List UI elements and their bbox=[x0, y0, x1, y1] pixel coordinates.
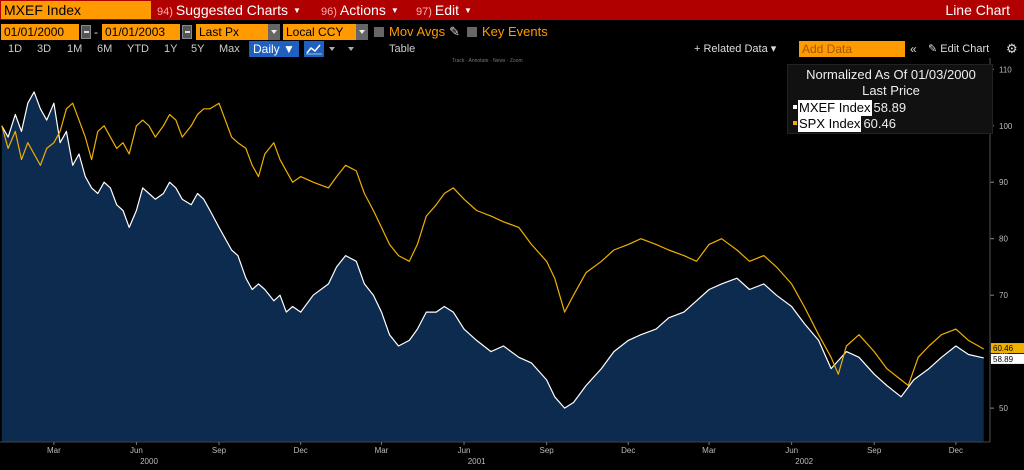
period-max[interactable]: Max bbox=[219, 43, 240, 55]
series-line-spx bbox=[1, 102, 984, 387]
mov-avgs-toggle[interactable]: Mov Avgs ✎ bbox=[374, 24, 460, 40]
caret-down-icon: ▼ bbox=[390, 6, 399, 16]
end-date-input[interactable]: 01/01/2003 bbox=[102, 24, 180, 40]
double-chevron-left-icon[interactable]: « bbox=[910, 42, 917, 56]
menu-label: Actions bbox=[339, 2, 386, 18]
start-date-input[interactable]: 01/01/2000 bbox=[1, 24, 79, 40]
legend[interactable]: Normalized As Of 01/03/2000 Last Price M… bbox=[787, 64, 993, 134]
x-year-label: 2001 bbox=[468, 457, 486, 466]
series-swatch-icon bbox=[793, 105, 797, 109]
chart-style-dropdown-icon[interactable] bbox=[327, 41, 337, 57]
more-options-dropdown-icon[interactable] bbox=[346, 41, 356, 57]
suggested-charts-menu[interactable]: 94) Suggested Charts ▼ bbox=[157, 0, 301, 20]
x-tick-label: Jun bbox=[458, 446, 471, 455]
chart-type-title: Line Chart bbox=[945, 2, 1010, 18]
y-tick-label: 80 bbox=[999, 235, 1008, 244]
x-year-label: 2000 bbox=[140, 457, 158, 466]
chart-tool-strip[interactable]: Track · Annotate · News · Zoom bbox=[452, 58, 523, 64]
currency-select[interactable]: Local CCY bbox=[283, 24, 357, 40]
last-value-badge-mxef bbox=[991, 353, 1024, 364]
edit-menu[interactable]: 97) Edit ▼ bbox=[416, 0, 472, 20]
end-date-calendar-button[interactable] bbox=[182, 25, 192, 39]
last-value-label-spx: 60.46 bbox=[993, 344, 1014, 353]
y-tick-label: 100 bbox=[999, 122, 1013, 131]
x-tick-label: Mar bbox=[702, 446, 716, 455]
x-year-label: 2002 bbox=[795, 457, 813, 466]
period-1m[interactable]: 1M bbox=[67, 43, 83, 55]
y-tick-label: 110 bbox=[999, 65, 1012, 74]
menu-number: 96) bbox=[321, 6, 337, 18]
last-value-labels: 60.46 58.89 bbox=[991, 343, 1024, 364]
x-tick-label: Sep bbox=[539, 446, 554, 455]
last-value-badge-spx bbox=[991, 343, 1024, 354]
field-select[interactable]: Last Px bbox=[196, 24, 278, 40]
legend-entry-spx[interactable]: SPX Index 60.46 bbox=[793, 116, 896, 132]
pencil-icon: ✎ bbox=[449, 24, 461, 39]
line-chart-icon bbox=[306, 44, 322, 55]
ticker-input[interactable]: MXEF Index bbox=[1, 1, 151, 19]
legend-title: Normalized As Of 01/03/2000 bbox=[806, 67, 976, 82]
y-tick-label: 90 bbox=[999, 178, 1008, 187]
caret-down-icon: ▼ bbox=[464, 6, 472, 16]
currency-dropdown-icon[interactable] bbox=[356, 24, 368, 40]
related-data-button[interactable]: + Related Data ▾ bbox=[694, 43, 777, 55]
series-fill-mxef bbox=[1, 91, 984, 443]
last-value-label-mxef: 58.89 bbox=[993, 355, 1014, 364]
date-range-dash: - bbox=[94, 25, 98, 39]
series-swatch-icon bbox=[793, 121, 797, 125]
y-tick-label: 70 bbox=[999, 291, 1008, 300]
legend-subtitle: Last Price bbox=[862, 83, 920, 98]
line-chart-style-button[interactable] bbox=[304, 41, 324, 57]
y-tick-label: 50 bbox=[999, 404, 1008, 413]
add-data-input[interactable]: Add Data bbox=[799, 41, 905, 57]
caret-down-icon: ▼ bbox=[292, 6, 301, 16]
x-axis: Mar Jun Sep Dec Mar Jun Sep Dec Mar Jun Sep Dec 2000… bbox=[0, 441, 990, 466]
legend-series-value: 60.46 bbox=[863, 116, 896, 131]
table-button[interactable]: Table bbox=[389, 43, 416, 55]
edit-chart-button[interactable]: ✎ Edit Chart bbox=[928, 43, 990, 55]
x-tick-label: Jun bbox=[785, 446, 798, 455]
menu-number: 97) bbox=[416, 6, 432, 18]
x-tick-label: Jun bbox=[130, 446, 143, 455]
x-tick-label: Sep bbox=[867, 446, 882, 455]
checkbox-icon bbox=[374, 27, 384, 37]
period-3d[interactable]: 3D bbox=[37, 43, 52, 55]
actions-menu[interactable]: 96) Actions ▼ bbox=[321, 0, 399, 20]
x-tick-label: Dec bbox=[949, 446, 963, 455]
x-tick-label: Mar bbox=[375, 446, 389, 455]
field-dropdown-icon[interactable] bbox=[268, 24, 280, 40]
start-date-calendar-button[interactable] bbox=[81, 25, 91, 39]
legend-entry-mxef[interactable]: MXEF Index 58.89 bbox=[793, 100, 906, 116]
x-tick-label: Mar bbox=[47, 446, 61, 455]
checkbox-icon bbox=[467, 27, 477, 37]
x-tick-label: Dec bbox=[294, 446, 308, 455]
key-events-toggle[interactable]: Key Events bbox=[467, 24, 548, 40]
series-area bbox=[1, 91, 984, 443]
legend-series-value: 58.89 bbox=[873, 100, 907, 115]
series-lines bbox=[1, 91, 984, 409]
key-events-label: Key Events bbox=[482, 24, 548, 39]
top-menu-bar: MXEF Index 94) Suggested Charts ▼ 96) Actio… bbox=[0, 0, 1024, 20]
period-1d[interactable]: 1D bbox=[8, 43, 23, 55]
menu-label: Suggested Charts bbox=[175, 2, 288, 18]
gear-icon[interactable]: ⚙ bbox=[1006, 41, 1018, 56]
period-6m[interactable]: 6M bbox=[97, 43, 113, 55]
y-axis: 5060708090100110 bbox=[989, 58, 1013, 442]
x-tick-label: Dec bbox=[621, 446, 635, 455]
legend-series-name: SPX Index bbox=[798, 116, 862, 132]
period-ytd[interactable]: YTD bbox=[127, 43, 149, 55]
menu-number: 94) bbox=[157, 6, 173, 18]
mov-avgs-label: Mov Avgs bbox=[389, 24, 446, 39]
x-tick-label: Sep bbox=[212, 446, 227, 455]
series-line-mxef bbox=[1, 91, 984, 409]
legend-series-name: MXEF Index bbox=[798, 100, 872, 116]
period-5y[interactable]: 5Y bbox=[191, 43, 205, 55]
menu-label: Edit bbox=[434, 2, 460, 18]
frequency-select[interactable]: Daily ▼ bbox=[249, 41, 299, 57]
period-1y[interactable]: 1Y bbox=[164, 43, 178, 55]
